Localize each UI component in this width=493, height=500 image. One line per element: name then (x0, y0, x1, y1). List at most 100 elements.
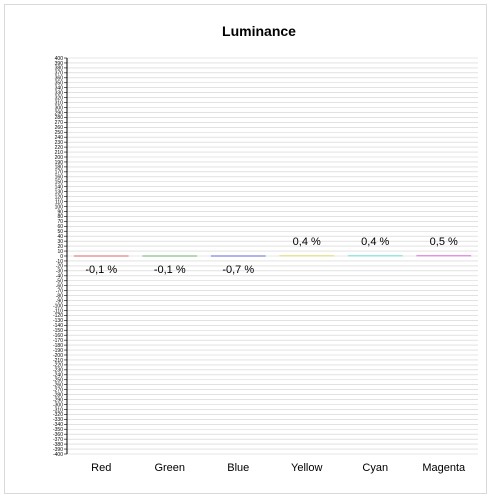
y-tick-label: 310 (55, 100, 64, 106)
y-tick-label: 150 (55, 180, 64, 186)
y-tick-label: -320 (53, 412, 63, 418)
y-tick-label: 340 (55, 86, 64, 92)
y-tick-label: 0 (60, 254, 63, 260)
y-tick-label: -70 (56, 288, 63, 294)
y-tick-label: 290 (55, 110, 64, 116)
y-axis: -400-390-380-370-360-350-340-330-320-310… (53, 56, 68, 458)
y-tick-label: -240 (53, 373, 63, 379)
y-tick-label: 110 (55, 199, 63, 205)
y-tick-label: 260 (55, 125, 64, 131)
y-tick-label: 70 (57, 219, 63, 225)
y-tick-label: 400 (55, 56, 64, 62)
y-tick-label: 230 (55, 140, 64, 146)
y-tick-label: -40 (56, 274, 63, 280)
value-labels: -0,1 % -0,1 % -0,7 % 0,4 % 0,4 % 0,5 % (85, 236, 458, 276)
y-tick-label: -290 (53, 397, 63, 403)
category-label-red: Red (91, 462, 111, 474)
bar-yellow (279, 255, 335, 257)
category-label-green: Green (154, 462, 185, 474)
y-tick-label: 60 (57, 224, 63, 230)
chart-title: Luminance (222, 23, 296, 39)
y-tick-label: 360 (55, 76, 64, 82)
y-tick-label: -100 (53, 303, 63, 309)
y-tick-label: -120 (53, 313, 63, 319)
y-tick-label: -280 (53, 392, 63, 398)
category-labels: Red Green Blue Yellow Cyan Magenta (91, 462, 466, 474)
y-tick-label: 330 (55, 90, 64, 96)
y-tick-label: 320 (55, 95, 64, 101)
y-tick-label: -220 (53, 363, 63, 369)
y-tick-label: 40 (57, 234, 63, 240)
luminance-chart: Luminance -400-390-380-370-360-350-340-3… (53, 23, 478, 474)
y-tick-label: -60 (56, 284, 63, 290)
y-tick-label: 140 (55, 185, 64, 191)
y-tick-label: -230 (53, 368, 63, 374)
category-label-yellow: Yellow (291, 462, 322, 474)
value-label-cyan: 0,4 % (361, 236, 389, 248)
y-tick-label: -370 (53, 437, 63, 443)
y-tick-label: 300 (55, 105, 64, 111)
y-tick-label: 20 (57, 244, 63, 250)
y-tick-label: -260 (53, 383, 63, 389)
y-tick-label: -30 (56, 269, 63, 275)
value-label-magenta: 0,5 % (430, 236, 458, 248)
value-label-red: -0,1 % (85, 264, 117, 276)
y-tick-label: -310 (53, 407, 63, 413)
y-tick-label: 200 (55, 155, 64, 161)
gridlines (67, 57, 478, 455)
y-tick-label: 190 (55, 160, 64, 166)
y-tick-label: -270 (53, 387, 63, 393)
y-tick-label: -350 (53, 427, 63, 433)
y-tick-label: -140 (53, 323, 63, 329)
y-tick-label: 80 (57, 214, 63, 220)
y-tick-label: -210 (53, 358, 63, 364)
y-tick-label: -380 (53, 442, 63, 448)
bar-green (142, 255, 198, 257)
y-tick-label: 270 (55, 120, 64, 126)
value-label-green: -0,1 % (154, 264, 186, 276)
y-tick-label: 170 (55, 170, 64, 176)
y-tick-label: -250 (53, 378, 63, 384)
y-tick-label: -200 (53, 353, 63, 359)
y-tick-label: -360 (53, 432, 63, 438)
y-tick-label: -300 (53, 402, 63, 408)
y-tick-label: 160 (55, 175, 64, 181)
y-tick-label: -160 (53, 333, 63, 339)
y-tick-label: 90 (57, 209, 63, 215)
value-label-blue: -0,7 % (222, 264, 254, 276)
bar-red (73, 255, 129, 257)
y-tick-label: 220 (55, 145, 64, 151)
y-tick-label: 120 (55, 194, 64, 200)
bar-cyan (347, 255, 403, 257)
y-tick-label: -340 (53, 422, 63, 428)
value-label-yellow: 0,4 % (293, 236, 321, 248)
y-tick-label: -180 (53, 343, 63, 349)
bar-blue (210, 255, 266, 257)
y-tick-label: -400 (53, 452, 63, 458)
y-tick-label: 240 (55, 135, 64, 141)
y-tick-label: 30 (57, 239, 63, 245)
y-tick-label: 100 (55, 204, 64, 210)
y-tick-label: 130 (55, 189, 64, 195)
y-tick-label: 10 (57, 249, 63, 255)
category-label-blue: Blue (227, 462, 249, 474)
y-tick-label: 210 (55, 150, 64, 156)
bar-magenta (416, 255, 472, 257)
y-tick-label: -110 (53, 308, 63, 314)
y-tick-label: 280 (55, 115, 64, 121)
y-tick-label: 250 (55, 130, 64, 136)
y-tick-label: -90 (56, 298, 63, 304)
y-tick-label: -190 (53, 348, 63, 354)
y-tick-label: -80 (56, 293, 63, 299)
y-tick-label: -50 (56, 279, 63, 285)
y-tick-label: -10 (56, 259, 63, 265)
category-label-magenta: Magenta (422, 462, 466, 474)
y-tick-label: -130 (53, 318, 63, 324)
y-tick-label: 350 (55, 81, 64, 87)
category-label-cyan: Cyan (362, 462, 388, 474)
y-tick-label: 380 (55, 66, 64, 72)
y-tick-label: 370 (55, 71, 64, 77)
y-tick-label: -150 (53, 328, 63, 334)
y-tick-label: -390 (53, 447, 63, 453)
y-tick-label: 180 (55, 165, 64, 171)
